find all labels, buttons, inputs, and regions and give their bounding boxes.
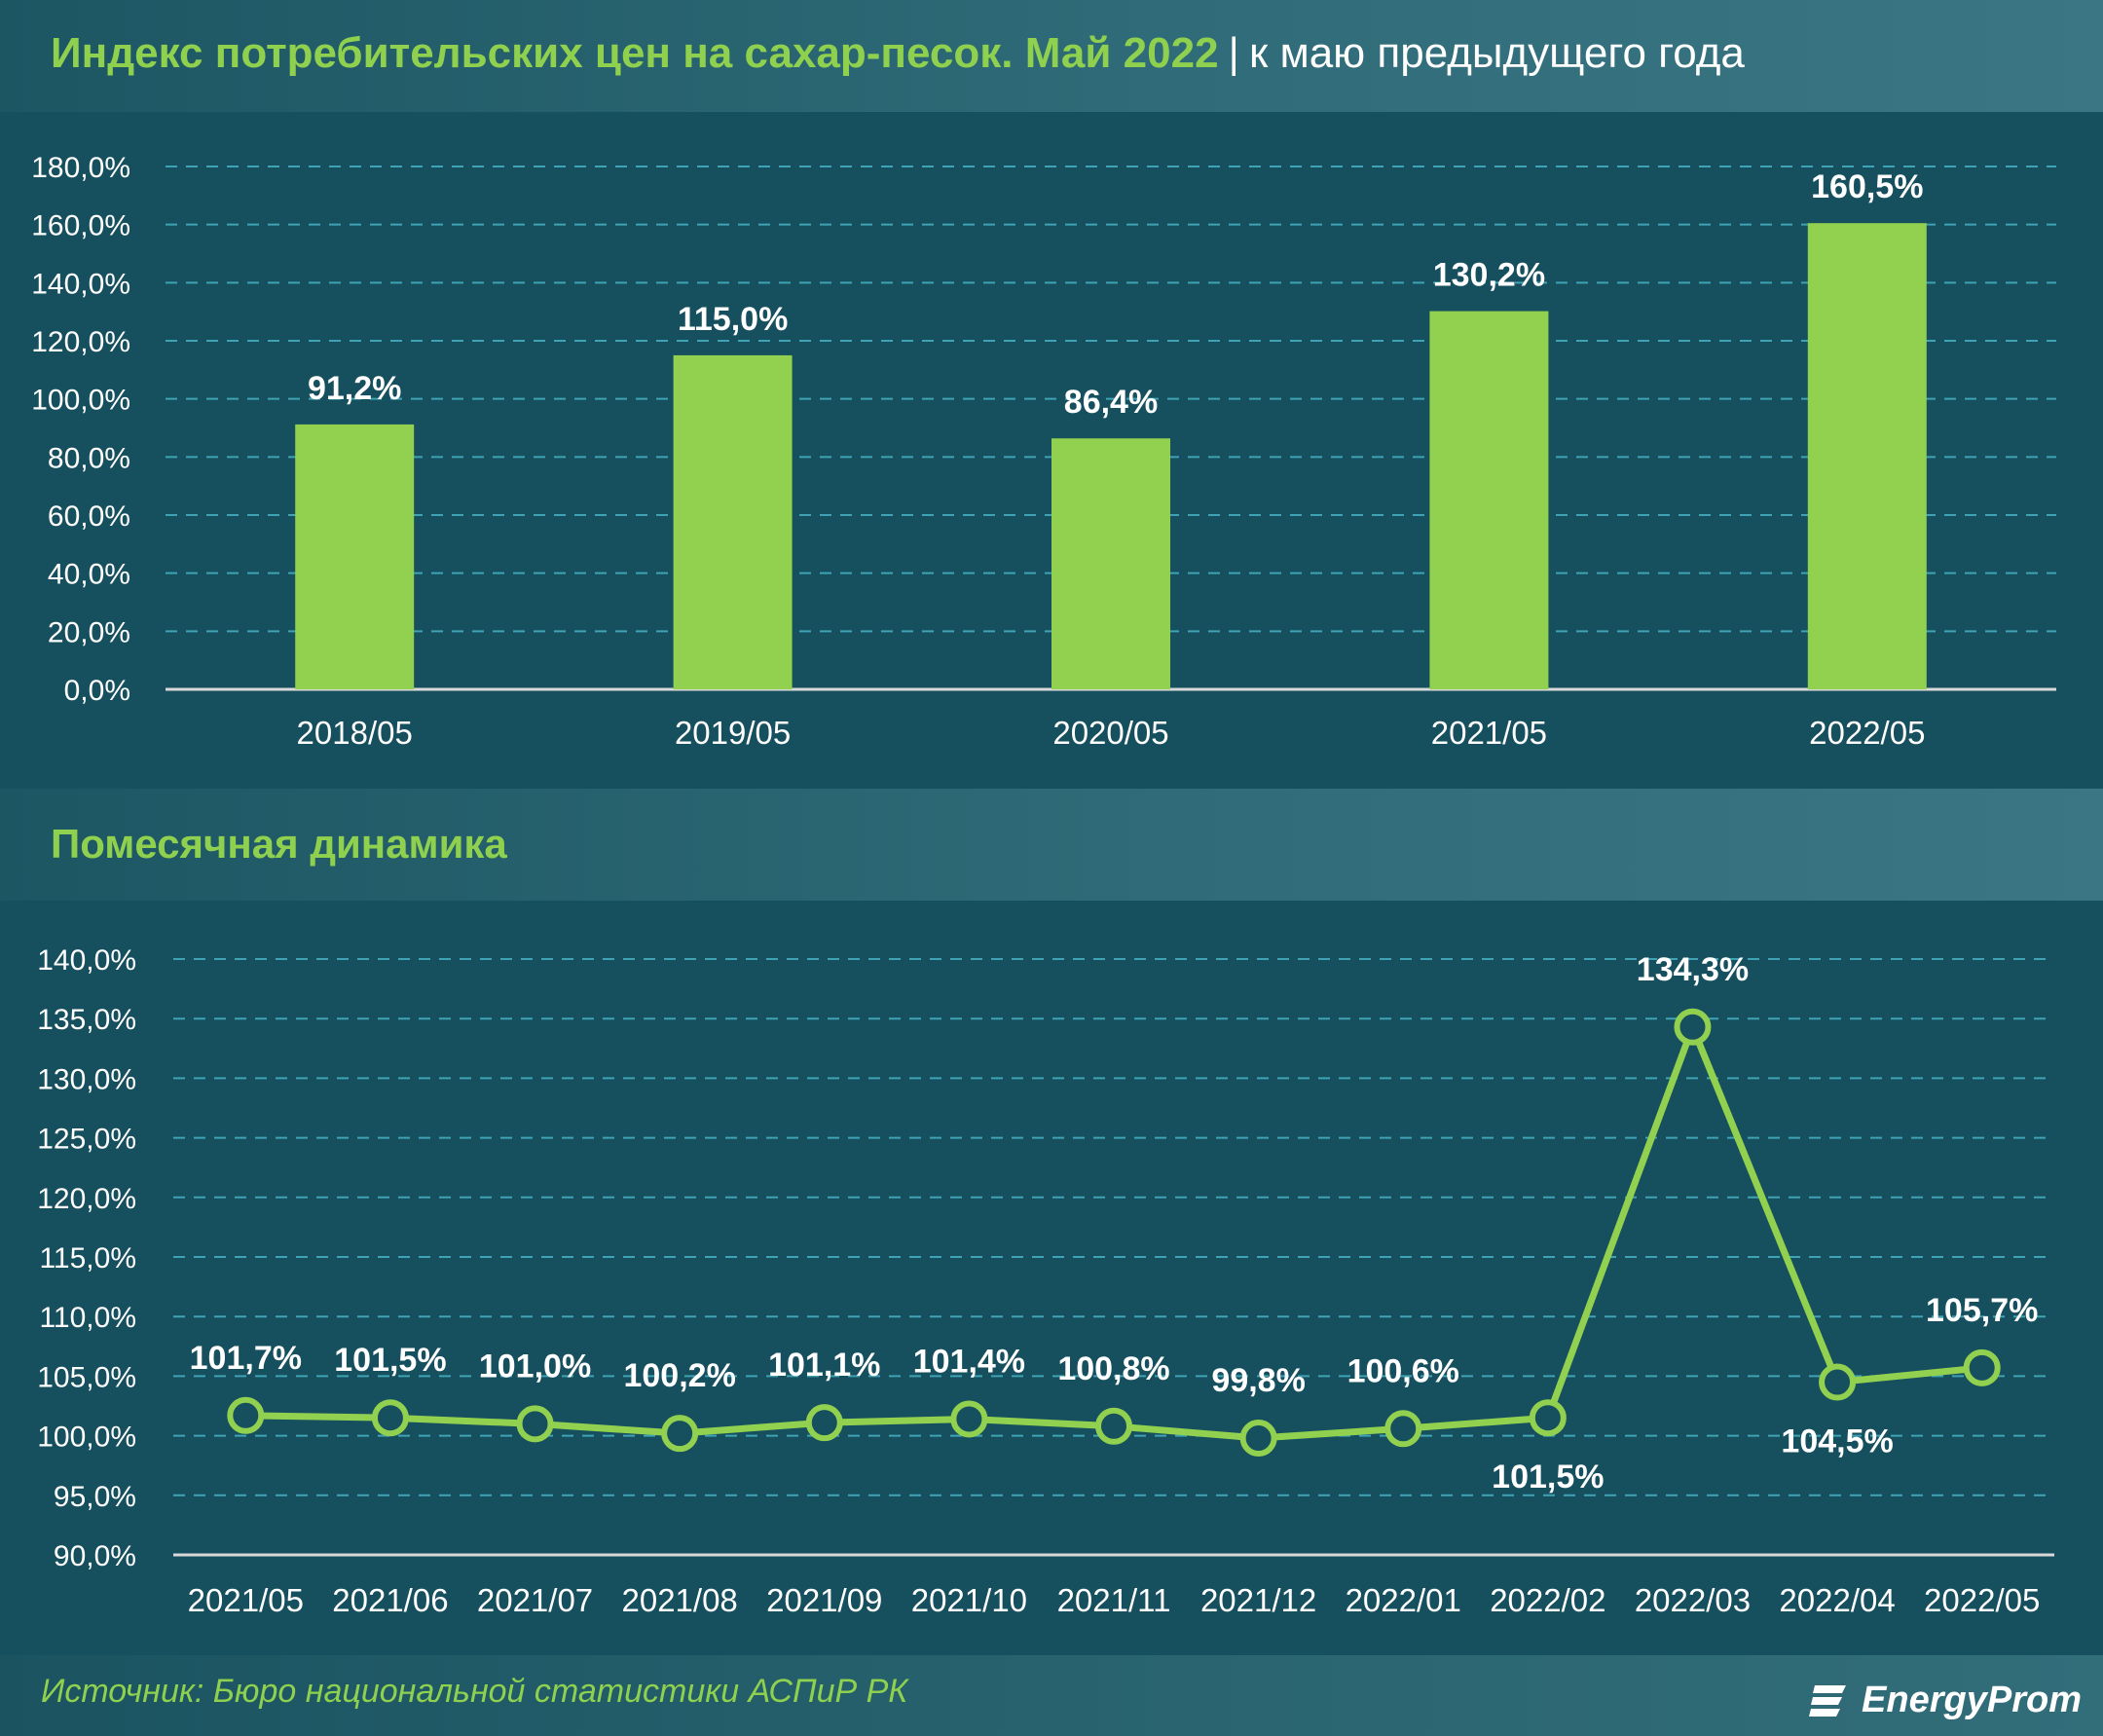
x-tick-label: 2022/05: [1924, 1582, 2040, 1618]
data-point: [1095, 1407, 1132, 1445]
data-point: [516, 1405, 554, 1443]
x-tick-label: 2022/04: [1779, 1582, 1895, 1618]
x-tick-label: 2018/05: [297, 715, 413, 751]
data-point: [227, 1396, 265, 1434]
title-main: Индекс потребительских цен на сахар-песо…: [51, 29, 1219, 77]
section-band: [0, 789, 2103, 901]
data-label: 134,3%: [1637, 951, 1749, 988]
data-label: 86,4%: [1064, 384, 1158, 421]
y-tick-label: 120,0%: [37, 1183, 136, 1215]
x-tick-label: 2021/08: [622, 1582, 738, 1618]
data-label: 91,2%: [308, 370, 401, 407]
y-tick-label: 100,0%: [31, 385, 130, 417]
x-tick-label: 2020/05: [1052, 715, 1168, 751]
data-label: 115,0%: [678, 301, 788, 338]
y-tick-label: 95,0%: [54, 1481, 136, 1513]
x-tick-label: 2021/05: [188, 1582, 304, 1618]
x-tick-label: 2021/07: [477, 1582, 593, 1618]
footer-band: [0, 1655, 2103, 1736]
y-tick-label: 80,0%: [48, 442, 130, 474]
y-tick-label: 60,0%: [48, 500, 130, 533]
y-tick-label: 115,0%: [39, 1242, 136, 1274]
x-tick-label: 2021/10: [911, 1582, 1027, 1618]
data-point: [1384, 1410, 1422, 1448]
x-tick-label: 2022/03: [1635, 1582, 1751, 1618]
x-tick-label: 2021/09: [766, 1582, 882, 1618]
data-label: 101,5%: [1492, 1459, 1604, 1496]
y-tick-label: 0,0%: [64, 675, 130, 707]
monthly-line-chart: 90,0% 95,0% 100,0% 105,0% 110,0% 115,0% 120,0%…: [37, 944, 2054, 1618]
y-tick-label: 120,0%: [31, 326, 130, 358]
x-tick-label: 2022/05: [1809, 715, 1925, 751]
data-label: 99,8%: [1211, 1362, 1305, 1399]
data-point: [1529, 1399, 1567, 1437]
energyprom-logo: EnergyProm: [1807, 1675, 2082, 1725]
y-tick-label: 90,0%: [54, 1540, 136, 1572]
title-band: [0, 0, 2103, 112]
data-point: [950, 1400, 988, 1438]
data-label: 100,2%: [623, 1357, 735, 1394]
data-point: [805, 1404, 843, 1442]
source-note: Источник: Бюро национальной статистики А…: [41, 1673, 908, 1710]
y-tick-label: 40,0%: [48, 559, 130, 591]
y-tick-label: 100,0%: [37, 1422, 136, 1454]
logo-text: EnergyProm: [1862, 1679, 2082, 1720]
x-tick-label: 2021/12: [1200, 1582, 1316, 1618]
bar: [295, 424, 415, 689]
y-tick-label: 140,0%: [31, 268, 130, 300]
y-tick-label: 125,0%: [37, 1124, 136, 1156]
data-label: 104,5%: [1781, 1423, 1893, 1460]
data-label: 100,8%: [1057, 1350, 1169, 1387]
y-tick-label: 140,0%: [37, 944, 136, 977]
data-label: 160,5%: [1811, 168, 1923, 205]
annual-bar-chart: 0,0% 20,0% 40,0% 60,0% 80,0% 100,0% 120,0% 140,…: [31, 152, 2056, 751]
bar: [1429, 311, 1549, 689]
energyprom-logo-icon: [1809, 1685, 1847, 1717]
data-point: [1963, 1348, 2001, 1386]
data-label: 100,6%: [1347, 1352, 1459, 1389]
data-point: [661, 1415, 699, 1453]
bar: [1807, 223, 1927, 690]
data-label: 101,1%: [768, 1347, 880, 1384]
y-tick-label: 20,0%: [48, 616, 130, 648]
y-tick-label: 180,0%: [31, 152, 130, 184]
y-tick-label: 135,0%: [37, 1004, 136, 1036]
x-tick-label: 2019/05: [675, 715, 791, 751]
data-label: 101,4%: [913, 1343, 1025, 1380]
x-tick-label: 2021/05: [1431, 715, 1547, 751]
y-tick-label: 105,0%: [37, 1361, 136, 1393]
data-label: 101,7%: [190, 1340, 302, 1377]
y-tick-label: 130,0%: [37, 1063, 136, 1095]
data-label: 101,0%: [479, 1348, 591, 1385]
y-tick-label: 160,0%: [31, 210, 130, 242]
data-label: 130,2%: [1433, 257, 1545, 294]
data-label: 105,7%: [1926, 1292, 2038, 1329]
x-tick-label: 2021/11: [1057, 1582, 1171, 1618]
bar: [1052, 438, 1170, 689]
title-separator: |: [1228, 29, 1239, 77]
data-label: 101,5%: [334, 1342, 446, 1379]
data-point: [1239, 1420, 1277, 1458]
x-tick-label: 2022/02: [1490, 1582, 1605, 1618]
title-rest: к маю предыдущего года: [1248, 29, 1745, 77]
data-point: [371, 1399, 409, 1437]
data-point: [1674, 1008, 1712, 1046]
y-tick-label: 110,0%: [39, 1302, 136, 1334]
section-title: Помесячная динамика: [51, 821, 507, 867]
bar: [673, 354, 793, 689]
chart-title: Индекс потребительских цен на сахар-песо…: [51, 29, 1745, 78]
x-tick-label: 2021/06: [332, 1582, 448, 1618]
x-tick-label: 2022/01: [1346, 1582, 1461, 1618]
data-point: [1819, 1363, 1857, 1401]
